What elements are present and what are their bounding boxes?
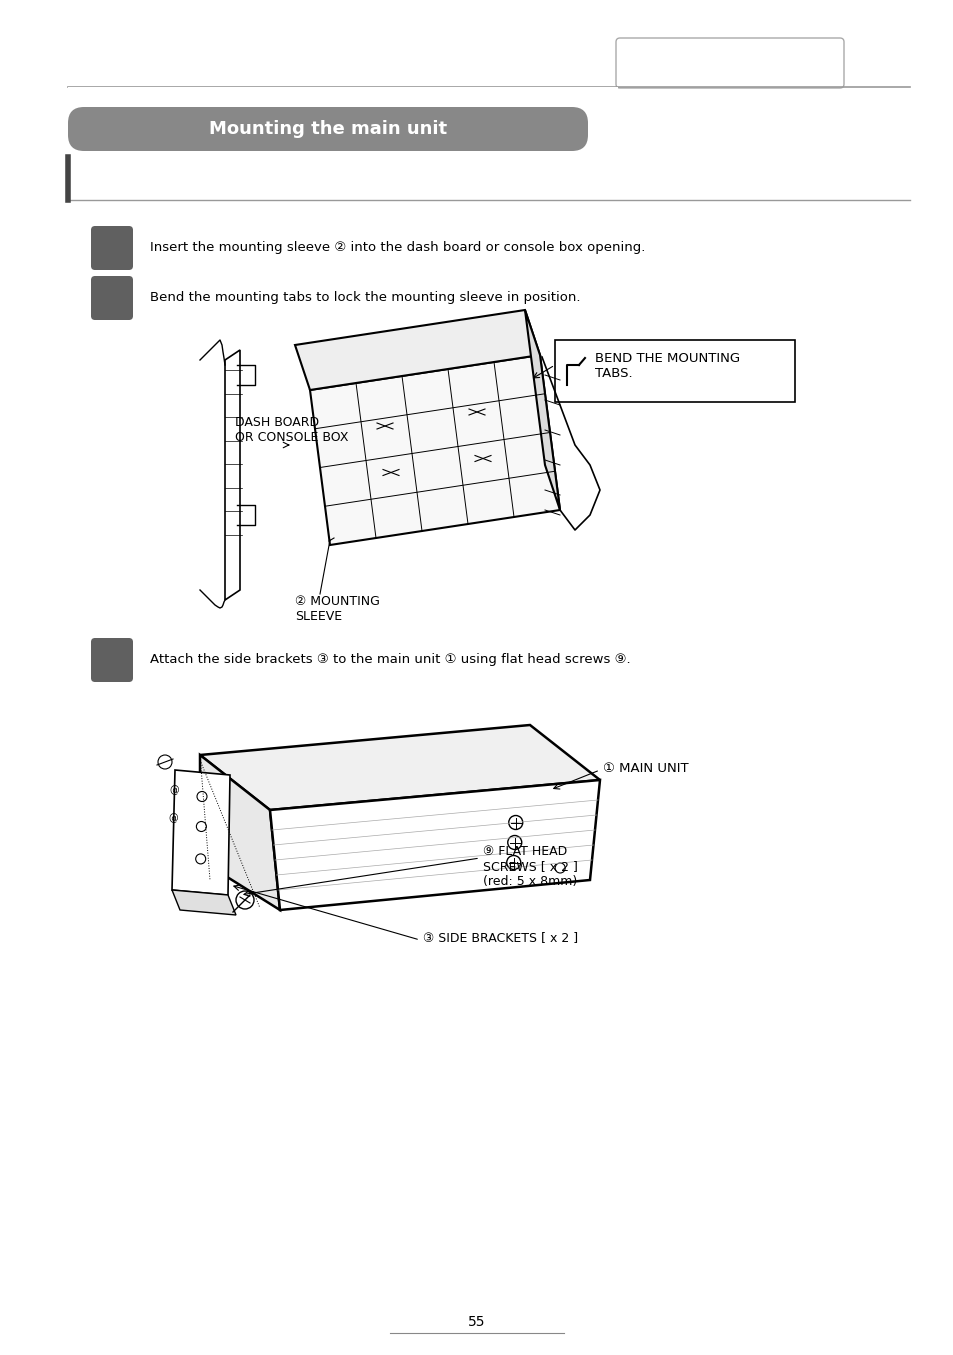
Circle shape (507, 836, 521, 850)
Text: Attach the side brackets ③ to the main unit ① using flat head screws ⑨.: Attach the side brackets ③ to the main u… (150, 653, 630, 667)
FancyBboxPatch shape (616, 38, 843, 88)
Circle shape (196, 821, 206, 832)
Text: ⑨ FLAT HEAD
SCREWS [ x 2 ]
(red: 5 x 8mm): ⑨ FLAT HEAD SCREWS [ x 2 ] (red: 5 x 8mm… (482, 846, 578, 888)
Text: ③ SIDE BRACKETS [ x 2 ]: ③ SIDE BRACKETS [ x 2 ] (422, 931, 578, 944)
Circle shape (235, 892, 253, 909)
Polygon shape (200, 725, 599, 810)
Polygon shape (524, 310, 559, 509)
Circle shape (508, 816, 522, 829)
Polygon shape (310, 355, 559, 545)
Polygon shape (225, 350, 240, 600)
Text: ② MOUNTING
SLEEVE: ② MOUNTING SLEEVE (294, 595, 379, 623)
FancyBboxPatch shape (91, 276, 132, 320)
Text: Mounting the main unit: Mounting the main unit (209, 121, 447, 138)
Text: Bend the mounting tabs to lock the mounting sleeve in position.: Bend the mounting tabs to lock the mount… (150, 291, 579, 305)
Text: 55: 55 (468, 1314, 485, 1329)
Polygon shape (270, 780, 599, 911)
Text: ① MAIN UNIT: ① MAIN UNIT (602, 762, 688, 775)
FancyBboxPatch shape (91, 226, 132, 270)
Bar (555, 340, 794, 402)
Text: DASH BOARD
OR CONSOLE BOX: DASH BOARD OR CONSOLE BOX (234, 416, 348, 444)
Circle shape (506, 855, 520, 870)
Circle shape (196, 791, 207, 802)
Polygon shape (172, 770, 230, 896)
Text: @: @ (170, 785, 179, 795)
Circle shape (555, 863, 564, 873)
Circle shape (158, 755, 172, 770)
Text: Insert the mounting sleeve ② into the dash board or console box opening.: Insert the mounting sleeve ② into the da… (150, 241, 644, 255)
Polygon shape (294, 310, 539, 390)
Circle shape (195, 854, 206, 864)
Bar (68, 87, 618, 108)
Text: BEND THE MOUNTING
TABS.: BEND THE MOUNTING TABS. (595, 352, 740, 379)
Polygon shape (172, 890, 235, 915)
FancyBboxPatch shape (68, 107, 587, 150)
Polygon shape (200, 755, 280, 911)
FancyBboxPatch shape (91, 638, 132, 682)
Text: @: @ (169, 813, 178, 822)
